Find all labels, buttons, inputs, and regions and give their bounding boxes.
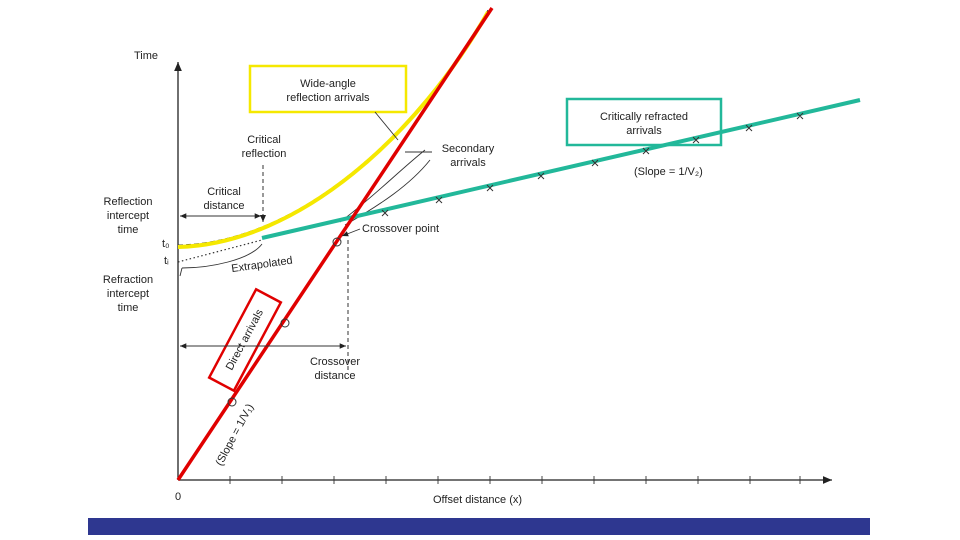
- refracted-label: Critically refracted: [600, 111, 688, 123]
- figure-area: [88, 5, 870, 518]
- direct-markers: [227, 237, 342, 407]
- wide-angle-label: reflection arrivals: [286, 92, 370, 104]
- wide-angle-box: [248, 64, 408, 114]
- origin-label: 0: [175, 491, 181, 503]
- x-axis-ticks: [229, 476, 801, 484]
- secondary-arrivals-curves: [339, 149, 431, 226]
- refraction-intercept-label: intercept: [107, 288, 149, 300]
- direct-line: [176, 7, 494, 481]
- reflection-intercept-label: Reflection: [104, 196, 153, 208]
- x-axis-label: Offset distance (x): [433, 494, 522, 506]
- t0-label: t₀: [162, 238, 170, 250]
- critical-reflection-label: Critical: [247, 134, 281, 146]
- critical-distance-label: distance: [204, 200, 245, 212]
- refraction-markers: [381, 112, 804, 217]
- crossover-distance-label: distance: [315, 370, 356, 382]
- refraction-intercept-label: time: [118, 302, 139, 314]
- critical-distance-label: Critical: [207, 186, 241, 198]
- extrapolated-brace: [179, 243, 263, 277]
- reflection-intercept-label: time: [118, 224, 139, 236]
- critical-reflection-label: reflection: [242, 148, 287, 160]
- refraction-intercept-label: Refraction: [103, 274, 153, 286]
- crossover-point-label: Crossover point: [362, 223, 439, 235]
- ti-label: tᵢ: [164, 255, 169, 267]
- secondary-label: arrivals: [450, 157, 486, 169]
- pointer: [341, 228, 361, 237]
- reflection-intercept-label: intercept: [107, 210, 149, 222]
- refracted-box: [565, 97, 723, 147]
- crossover-distance-label: Crossover: [310, 356, 360, 368]
- extrapolated-line: [177, 239, 263, 263]
- refracted-line: [261, 98, 861, 240]
- footer-bar: [88, 518, 870, 535]
- wide-angle-label: Wide-angle: [300, 78, 356, 90]
- slope-v2-label: (Slope = 1/V₂): [634, 166, 703, 178]
- secondary-label: Secondary: [442, 143, 495, 155]
- refracted-label: arrivals: [626, 125, 662, 137]
- pointer: [374, 111, 399, 141]
- y-axis-label: Time: [134, 50, 158, 62]
